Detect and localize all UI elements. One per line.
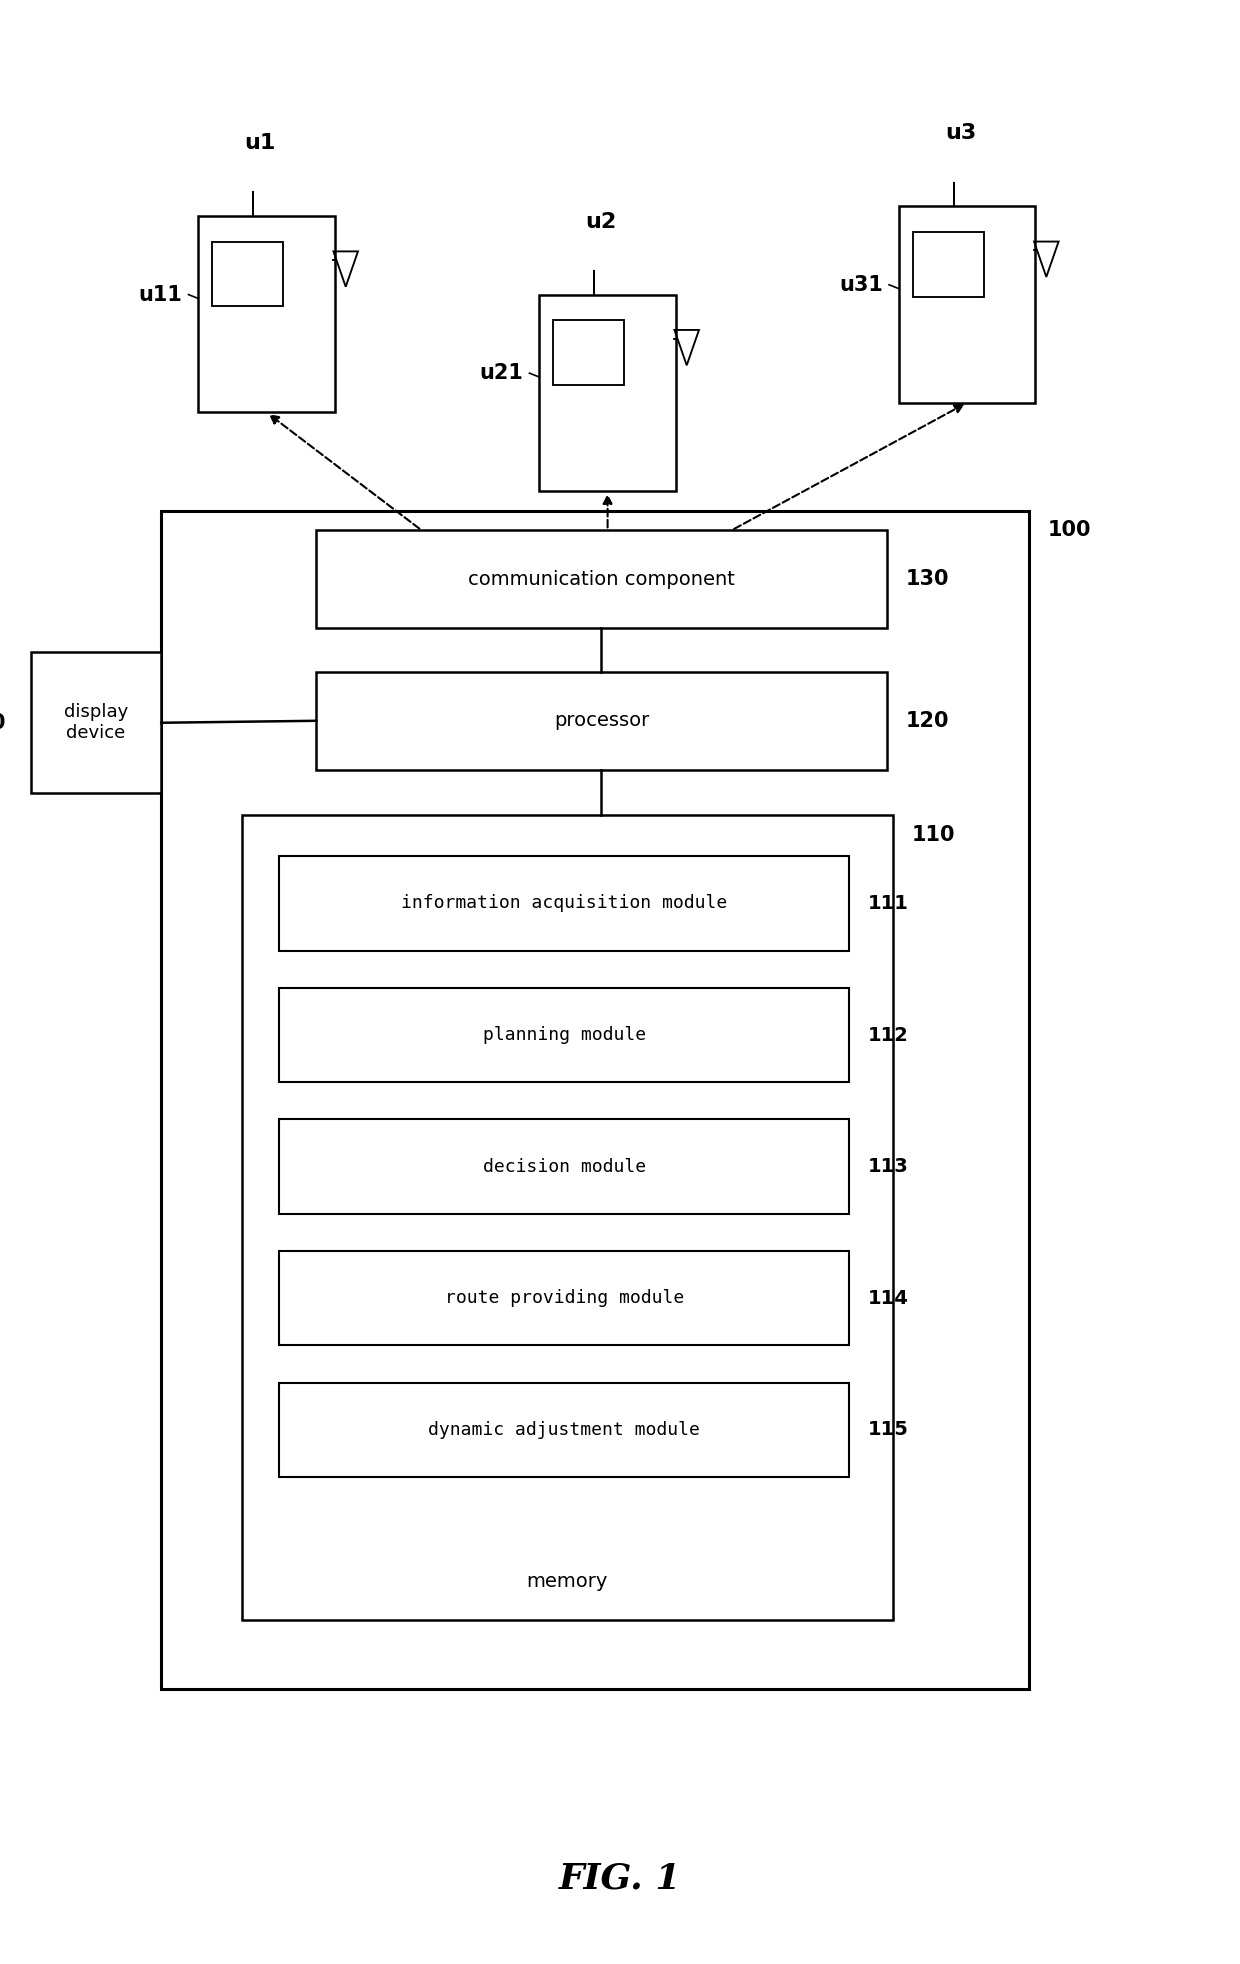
Bar: [279, 1119, 849, 1214]
Bar: [279, 856, 849, 951]
Text: 140: 140: [0, 713, 6, 733]
Bar: [279, 1383, 849, 1477]
Text: u2: u2: [585, 212, 616, 232]
Text: 112: 112: [868, 1025, 909, 1045]
Text: u1: u1: [244, 134, 275, 153]
Bar: [553, 320, 624, 385]
Text: 114: 114: [868, 1288, 909, 1308]
Text: u31: u31: [839, 275, 883, 295]
Bar: [899, 206, 1035, 403]
Text: information acquisition module: information acquisition module: [401, 894, 728, 913]
Text: 110: 110: [911, 825, 955, 845]
Bar: [161, 511, 1029, 1689]
Text: dynamic adjustment module: dynamic adjustment module: [428, 1420, 701, 1440]
Bar: [913, 232, 983, 297]
Text: memory: memory: [527, 1571, 608, 1591]
Text: display
device: display device: [64, 703, 128, 742]
Text: FIG. 1: FIG. 1: [559, 1862, 681, 1895]
Text: 120: 120: [905, 711, 949, 731]
Text: communication component: communication component: [467, 570, 735, 589]
Text: 115: 115: [868, 1420, 909, 1440]
Text: 111: 111: [868, 894, 909, 913]
Bar: [31, 652, 161, 793]
Bar: [198, 216, 335, 412]
Bar: [242, 815, 893, 1620]
Text: decision module: decision module: [482, 1157, 646, 1176]
Text: processor: processor: [554, 711, 649, 731]
Text: planning module: planning module: [482, 1025, 646, 1045]
Bar: [212, 242, 283, 306]
Bar: [539, 295, 676, 491]
Text: u3: u3: [945, 124, 976, 143]
Text: u21: u21: [480, 363, 523, 383]
Text: u11: u11: [139, 285, 182, 304]
Bar: [279, 1251, 849, 1345]
Text: 100: 100: [1048, 520, 1091, 540]
Bar: [279, 988, 849, 1082]
Bar: [316, 530, 887, 628]
Text: 130: 130: [905, 570, 949, 589]
Text: route providing module: route providing module: [445, 1288, 683, 1308]
Text: 113: 113: [868, 1157, 909, 1176]
Bar: [316, 672, 887, 770]
